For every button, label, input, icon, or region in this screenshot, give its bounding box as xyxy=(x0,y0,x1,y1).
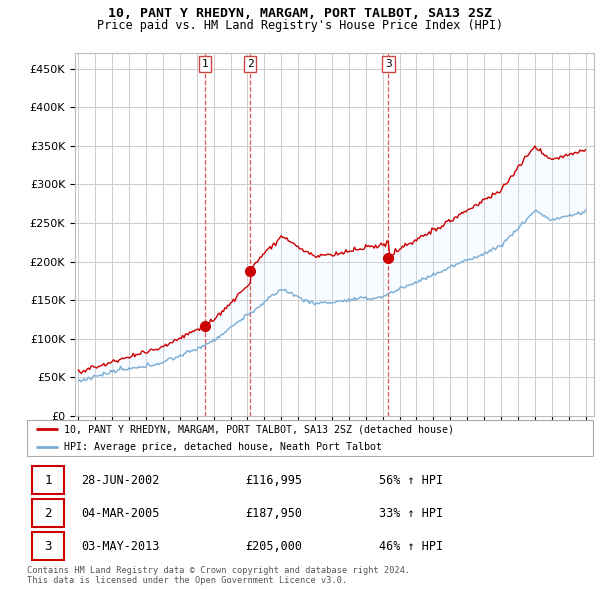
Text: Contains HM Land Registry data © Crown copyright and database right 2024.
This d: Contains HM Land Registry data © Crown c… xyxy=(27,566,410,585)
Text: £205,000: £205,000 xyxy=(245,540,302,553)
Text: 46% ↑ HPI: 46% ↑ HPI xyxy=(379,540,443,553)
Text: 3: 3 xyxy=(44,540,52,553)
Text: 03-MAY-2013: 03-MAY-2013 xyxy=(81,540,159,553)
FancyBboxPatch shape xyxy=(32,466,64,494)
Text: 10, PANT Y RHEDYN, MARGAM, PORT TALBOT, SA13 2SZ (detached house): 10, PANT Y RHEDYN, MARGAM, PORT TALBOT, … xyxy=(64,424,454,434)
Text: 28-JUN-2002: 28-JUN-2002 xyxy=(81,474,159,487)
Text: HPI: Average price, detached house, Neath Port Talbot: HPI: Average price, detached house, Neat… xyxy=(64,442,382,452)
FancyBboxPatch shape xyxy=(32,532,64,560)
Text: 2: 2 xyxy=(44,507,52,520)
Text: 1: 1 xyxy=(202,59,208,69)
Text: £187,950: £187,950 xyxy=(245,507,302,520)
Text: 10, PANT Y RHEDYN, MARGAM, PORT TALBOT, SA13 2SZ: 10, PANT Y RHEDYN, MARGAM, PORT TALBOT, … xyxy=(108,7,492,20)
Text: 56% ↑ HPI: 56% ↑ HPI xyxy=(379,474,443,487)
Text: 2: 2 xyxy=(247,59,254,69)
FancyBboxPatch shape xyxy=(32,499,64,527)
Text: 1: 1 xyxy=(44,474,52,487)
Text: 3: 3 xyxy=(385,59,392,69)
Text: Price paid vs. HM Land Registry's House Price Index (HPI): Price paid vs. HM Land Registry's House … xyxy=(97,19,503,32)
FancyBboxPatch shape xyxy=(27,419,593,457)
Text: 33% ↑ HPI: 33% ↑ HPI xyxy=(379,507,443,520)
Text: 04-MAR-2005: 04-MAR-2005 xyxy=(81,507,159,520)
Text: £116,995: £116,995 xyxy=(245,474,302,487)
